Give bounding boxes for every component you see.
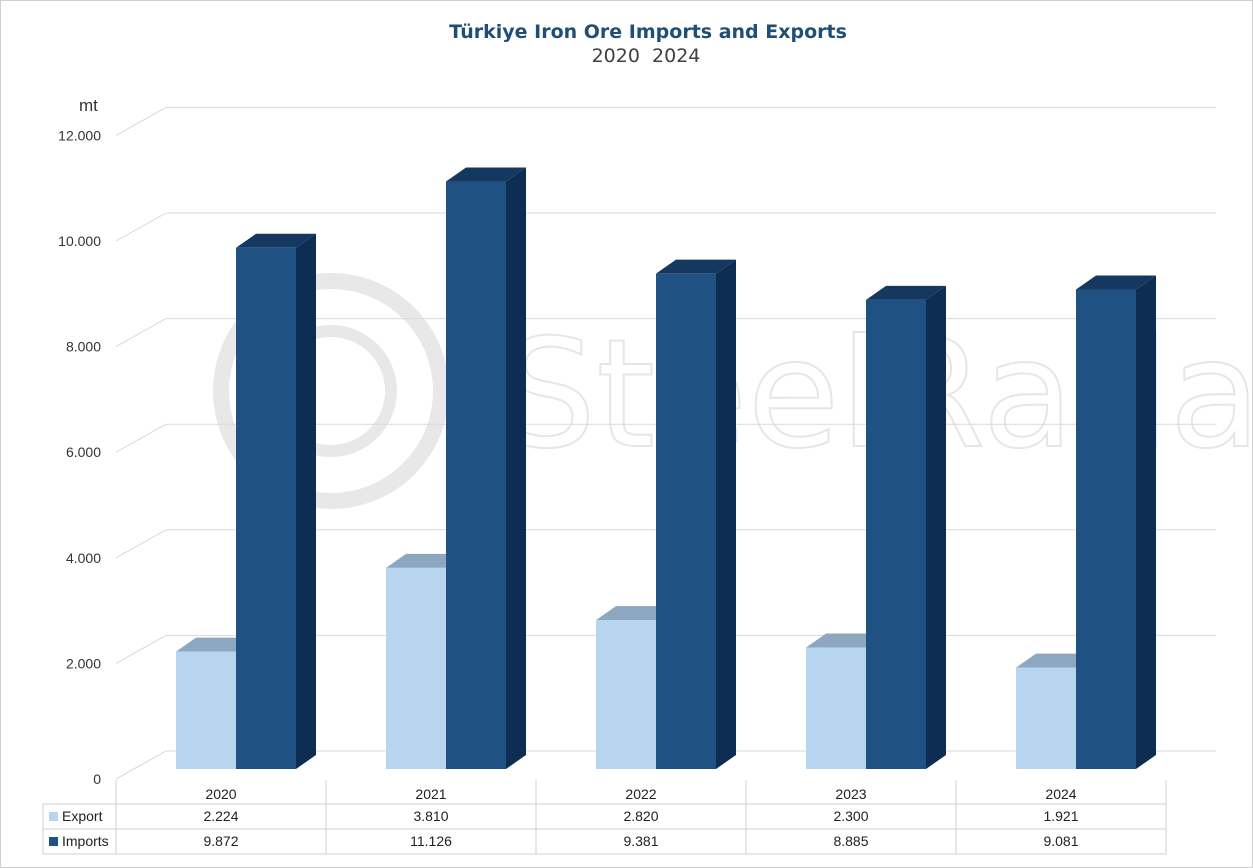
y-tick-label: 4.000: [66, 550, 101, 566]
bar-front: [866, 299, 926, 769]
bar-top: [656, 259, 736, 274]
bar-front: [656, 273, 716, 769]
data-label: 1.921: [1043, 808, 1078, 824]
legend-swatch-imports: [49, 837, 58, 846]
chart-title: Türkiye Iron Ore Imports and Exports: [449, 21, 847, 43]
y-tick-label: 6.000: [66, 444, 101, 460]
bar-imports-2021: [446, 167, 526, 770]
bar-front: [386, 567, 446, 769]
data-label: 9.381: [623, 833, 658, 849]
legend-label-imports: Imports: [62, 833, 109, 849]
watermark-logo-outer: [213, 273, 449, 509]
x-tick-label: 2022: [625, 786, 656, 802]
bar-front: [1016, 667, 1076, 769]
data-table: 2020 2021 2022 2023 2024 Export 2.224 3.810 2.82…: [42, 780, 1167, 855]
bar-front: [596, 620, 656, 769]
gridline-diagonal: [115, 750, 167, 780]
bar-front: [446, 181, 506, 770]
bar-side: [926, 285, 946, 769]
bar-front: [1076, 289, 1136, 769]
bar-imports-2024: [1076, 275, 1156, 769]
bar-top: [1076, 275, 1156, 290]
x-tick-label: 2020: [205, 786, 236, 802]
data-label: 8.885: [833, 833, 868, 849]
bar-front: [806, 647, 866, 769]
bar-front: [176, 651, 236, 769]
data-label: 11.126: [410, 833, 452, 849]
gridline-diagonal: [115, 529, 167, 559]
data-label: 2.820: [623, 808, 658, 824]
chart-subtitle: 2020 2024: [592, 45, 701, 67]
x-tick-label: 2023: [835, 786, 866, 802]
gridline-diagonal: [115, 634, 167, 664]
legend-swatch-export: [49, 812, 58, 821]
bar-side: [716, 259, 736, 769]
bar-top: [236, 233, 316, 248]
data-label: 2.300: [833, 808, 868, 824]
bar-front: [236, 247, 296, 769]
bar-side: [506, 167, 526, 770]
bar-side: [1136, 275, 1156, 769]
y-tick-label: 10.000: [58, 233, 101, 249]
data-label: 9.872: [203, 833, 238, 849]
gridline-diagonal: [115, 318, 167, 348]
y-tick-label: 12.000: [58, 127, 101, 143]
bar-imports-2020: [236, 233, 316, 769]
legend-label-export: Export: [62, 808, 103, 824]
bar-top: [446, 167, 526, 182]
bar-imports-2022: [656, 259, 736, 769]
y-tick-label: 8.000: [66, 339, 101, 355]
bars: [176, 167, 1156, 770]
gridline-diagonal: [115, 423, 167, 453]
gridline-diagonal: [115, 212, 167, 242]
y-axis-unit: mt: [79, 96, 98, 115]
bar-side: [296, 233, 316, 769]
y-tick-label: 2.000: [66, 655, 101, 671]
x-tick-label: 2024: [1045, 786, 1076, 802]
x-tick-label: 2021: [415, 786, 446, 802]
y-tick-label: 0: [93, 771, 101, 787]
data-label: 3.810: [413, 808, 448, 824]
bar-top: [866, 285, 946, 300]
gridline-diagonal: [115, 106, 167, 136]
data-label: 2.224: [203, 808, 238, 824]
y-axis: 0 2.000 4.000 6.000 8.000 10.000 12.000: [58, 127, 101, 787]
bar-imports-2023: [866, 285, 946, 769]
data-label: 9.081: [1043, 833, 1078, 849]
